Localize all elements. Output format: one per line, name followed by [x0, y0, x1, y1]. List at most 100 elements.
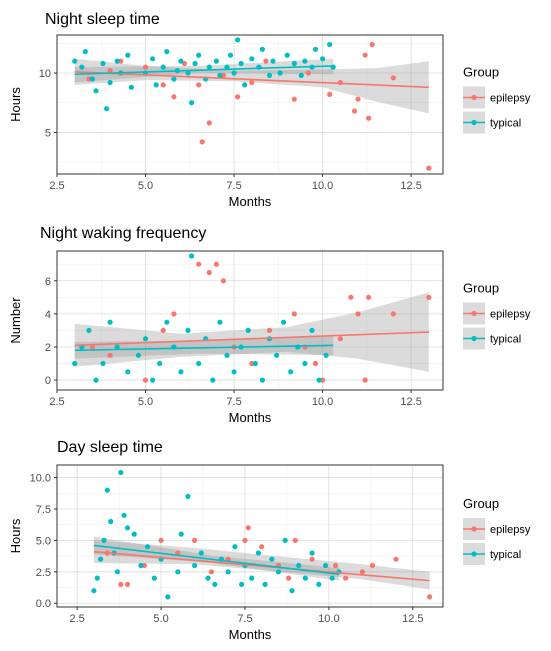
trend-line-epilepsy — [93, 550, 430, 582]
data-point-typical — [185, 493, 191, 499]
data-point-typical — [196, 360, 202, 367]
y-axis-label: Hours — [8, 87, 23, 122]
data-point-epilepsy — [355, 311, 361, 317]
data-point-epilepsy — [369, 41, 375, 48]
data-point-typical — [252, 360, 258, 367]
x-axis-label: Months — [229, 627, 272, 642]
trend-line-typical — [93, 544, 340, 576]
data-point-typical — [93, 88, 99, 94]
data-point-typical — [175, 569, 181, 575]
x-tick-label: 10.0 — [312, 396, 333, 408]
data-point-typical — [235, 37, 241, 43]
data-point-typical — [242, 82, 248, 88]
data-point-typical — [128, 84, 134, 90]
data-point-epilepsy — [249, 79, 255, 86]
data-point-typical — [291, 60, 297, 67]
data-point-typical — [142, 336, 149, 342]
data-point-typical — [198, 550, 204, 556]
data-point-typical — [138, 562, 144, 569]
y-tick-label: 5 — [45, 127, 51, 139]
data-point-typical — [282, 537, 288, 544]
x-tick-label: 12.5 — [400, 180, 421, 192]
panel-background — [57, 35, 443, 174]
data-point-epilepsy — [291, 311, 297, 317]
legend: Group epilepsy typical — [463, 496, 531, 565]
data-point-typical — [245, 327, 251, 333]
data-point-typical — [289, 588, 295, 594]
data-point-epilepsy — [312, 360, 319, 367]
data-point-typical — [118, 469, 124, 476]
data-point-typical — [93, 377, 99, 383]
data-point-typical — [150, 377, 156, 383]
chart-panel-2: 2.5 5.0 7.5 10.0 12.5 0 2 4 6 Night waking freque… — [8, 225, 531, 425]
legend-title: Group — [463, 65, 499, 80]
data-point-typical — [238, 60, 244, 67]
x-tick-label: 7.5 — [226, 396, 241, 408]
x-axis-label: Months — [229, 410, 272, 425]
data-point-epilepsy — [426, 165, 432, 171]
data-point-epilepsy — [266, 327, 273, 333]
data-point-typical — [189, 100, 195, 106]
data-point-epilepsy — [327, 91, 333, 97]
data-point-epilepsy — [213, 261, 219, 267]
y-tick-label: 0 — [45, 375, 51, 387]
data-point-epilepsy — [362, 377, 368, 383]
data-point-typical — [171, 76, 177, 82]
data-point-typical — [104, 487, 110, 493]
x-tick-label: 5.0 — [138, 396, 153, 408]
data-point-typical — [249, 56, 255, 62]
data-point-epilepsy — [171, 311, 177, 317]
data-point-typical — [231, 369, 237, 375]
y-tick-label: 10.0 — [30, 473, 51, 485]
data-point-epilepsy — [107, 68, 113, 74]
data-point-typical — [157, 360, 163, 367]
data-point-typical — [178, 369, 184, 375]
data-point-epilepsy — [89, 344, 95, 350]
data-point-typical — [72, 58, 78, 64]
data-point-typical — [72, 360, 78, 367]
x-tick-label: 7.5 — [226, 180, 241, 192]
panel-border — [56, 250, 444, 391]
legend-label-typical: typical — [490, 118, 521, 130]
data-point-epilepsy — [175, 550, 181, 556]
data-point-typical — [151, 575, 157, 581]
legend-label-epilepsy: epilepsy — [490, 93, 531, 105]
legend: Group epilepsy typical — [463, 281, 531, 350]
data-point-typical — [108, 518, 114, 525]
data-point-typical — [107, 79, 113, 86]
data-point-typical — [124, 525, 131, 531]
legend-key-point — [471, 94, 477, 101]
data-point-typical — [232, 544, 238, 550]
data-point-typical — [205, 575, 211, 581]
data-point-typical — [114, 58, 120, 64]
y-tick-label: 5.0 — [36, 535, 51, 547]
data-point-epilepsy — [196, 261, 202, 267]
data-point-typical — [275, 569, 282, 575]
data-point-epilepsy — [286, 575, 292, 581]
data-point-typical — [302, 575, 308, 581]
data-point-epilepsy — [142, 64, 149, 70]
chart-title: Day sleep time — [57, 439, 163, 456]
x-axis-label: Months — [229, 194, 272, 209]
chart-panel-1: 2.5 5.0 7.5 10.0 12.5 5 10 Night sleep time Mont… — [8, 11, 531, 209]
data-point-epilepsy — [337, 336, 343, 342]
data-point-typical — [320, 56, 326, 62]
data-point-epilepsy — [369, 562, 376, 569]
data-point-epilepsy — [171, 94, 177, 100]
data-point-epilepsy — [305, 70, 311, 76]
data-point-typical — [114, 569, 120, 575]
x-tick-label: 5.0 — [138, 180, 153, 192]
data-point-epilepsy — [263, 58, 269, 64]
data-point-typical — [165, 594, 171, 600]
y-tick-label: 2 — [45, 342, 51, 354]
data-point-typical — [131, 531, 137, 537]
data-point-typical — [153, 82, 159, 88]
data-point-typical — [316, 377, 322, 383]
chart-title: Night waking frequency — [40, 225, 206, 242]
data-point-typical — [277, 70, 283, 76]
data-point-epilepsy — [245, 525, 251, 531]
legend-label-typical: typical — [490, 549, 521, 561]
data-point-epilepsy — [199, 139, 205, 145]
data-point-typical — [322, 562, 329, 569]
data-point-epilepsy — [366, 294, 372, 300]
